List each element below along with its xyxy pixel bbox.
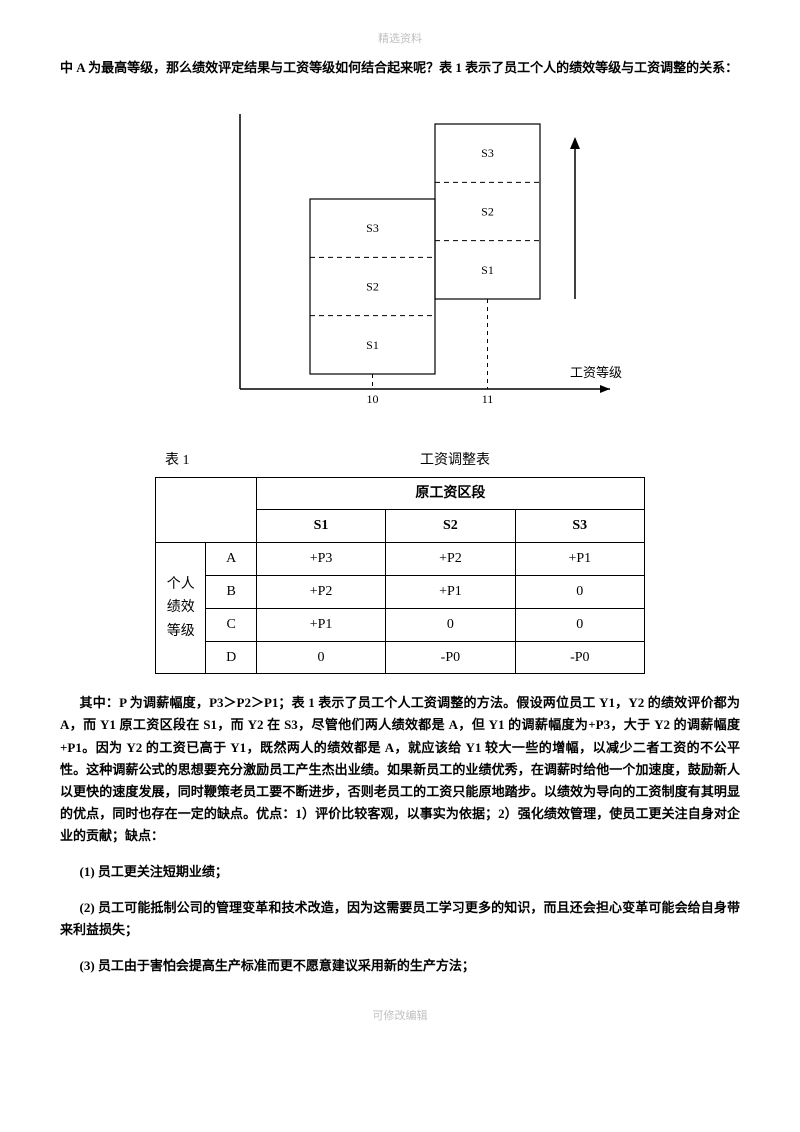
svg-text:S1: S1 [366, 338, 379, 352]
salary-diagram: S3 S2 S1 S3 S2 S1 10 11 工资等级 [175, 99, 625, 429]
svg-text:S2: S2 [481, 204, 494, 218]
table-header-group: 原工资区段 [256, 477, 644, 510]
svg-text:S1: S1 [481, 263, 494, 277]
adjustment-table: 原工资区段 S1 S2 S3 个人 绩效 等级 A +P3 +P2 +P1 B … [155, 477, 645, 675]
grade-b: B [206, 575, 256, 608]
cell-d-s3: -P0 [515, 641, 644, 674]
intro-text: 中 A 为最高等级，那么绩效评定结果与工资等级如何结合起来呢？表 1 表示了员工… [60, 57, 740, 79]
row-group: 个人 绩效 等级 [156, 543, 206, 674]
cell-b-s1: +P2 [256, 575, 385, 608]
explanation-paragraph: 其中：P 为调薪幅度，P3＞P2＞P1；表 1 表示了员工个人工资调整的方法。假… [60, 692, 740, 847]
disadvantage-1: (1) 员工更关注短期业绩； [60, 861, 740, 883]
cell-b-s3: 0 [515, 575, 644, 608]
footer-watermark: 可修改编辑 [60, 1007, 740, 1026]
cell-b-s2: +P1 [386, 575, 515, 608]
table-corner [156, 477, 257, 543]
grade-d: D [206, 641, 256, 674]
cell-a-s3: +P1 [515, 543, 644, 576]
svg-text:11: 11 [482, 392, 494, 406]
row-group-l2: 等级 [156, 620, 205, 644]
svg-text:S3: S3 [481, 146, 494, 160]
svg-text:S2: S2 [366, 279, 379, 293]
cell-d-s2: -P0 [386, 641, 515, 674]
header-watermark: 精选资料 [60, 30, 740, 49]
table-caption-right: 工资调整表 [265, 449, 645, 473]
disadvantage-2: (2) 员工可能抵制公司的管理变革和技术改造，因为这需要员工学习更多的知识，而且… [60, 897, 740, 941]
svg-text:S3: S3 [366, 221, 379, 235]
table-caption: 表 1 工资调整表 [155, 449, 645, 473]
cell-c-s1: +P1 [256, 608, 385, 641]
row-group-l1: 绩效 [156, 596, 205, 620]
svg-text:工资等级: 工资等级 [570, 365, 622, 380]
disadvantage-3: (3) 员工由于害怕会提高生产标准而更不愿意建议采用新的生产方法； [60, 955, 740, 977]
svg-text:10: 10 [367, 392, 379, 406]
col-s3: S3 [515, 510, 644, 543]
grade-c: C [206, 608, 256, 641]
table-caption-left: 表 1 [155, 449, 265, 473]
col-s2: S2 [386, 510, 515, 543]
cell-d-s1: 0 [256, 641, 385, 674]
cell-c-s2: 0 [386, 608, 515, 641]
cell-c-s3: 0 [515, 608, 644, 641]
col-s1: S1 [256, 510, 385, 543]
cell-a-s2: +P2 [386, 543, 515, 576]
cell-a-s1: +P3 [256, 543, 385, 576]
grade-a: A [206, 543, 256, 576]
row-group-l0: 个人 [156, 573, 205, 597]
